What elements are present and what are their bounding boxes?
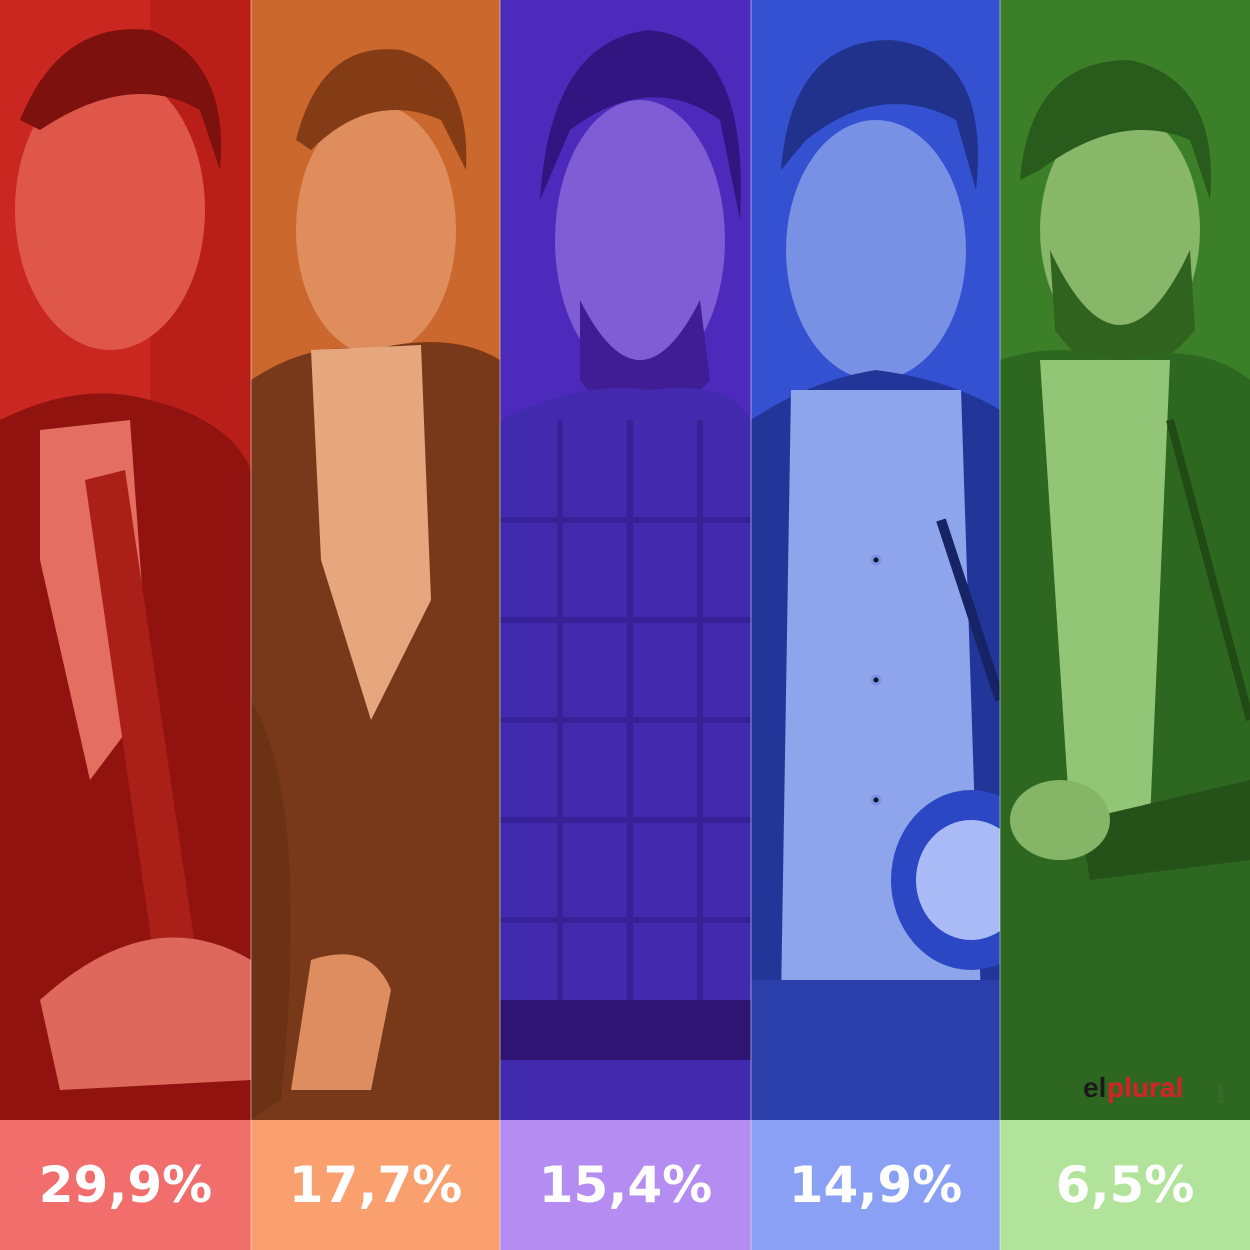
percentage-label-3: 15,4%	[538, 1156, 713, 1214]
percentage-bar-1: 29,9%	[0, 1120, 251, 1250]
column-divider	[250, 0, 252, 1250]
percentage-bar-5: 6,5%	[1000, 1120, 1250, 1250]
candidate-photo-4	[751, 0, 1000, 1120]
candidate-column-2: 17,7%	[251, 0, 500, 1250]
percentage-bar-3: 15,4%	[500, 1120, 751, 1250]
candidate-photo-3	[500, 0, 751, 1120]
candidate-column-3: 15,4%	[500, 0, 751, 1250]
percentage-bar-4: 14,9%	[751, 1120, 1000, 1250]
column-divider	[499, 0, 501, 1250]
percentage-bar-2: 17,7%	[251, 1120, 500, 1250]
svg-text:el: el	[1083, 1072, 1106, 1103]
candidate-column-5: 6,5%	[1000, 0, 1250, 1250]
elplural-logo: el plural 1.com	[1083, 1072, 1225, 1103]
candidate-column-4: 14,9%	[751, 0, 1000, 1250]
candidate-photo-2	[251, 0, 500, 1120]
candidate-column-1: 29,9%	[0, 0, 251, 1250]
svg-text:plural: plural	[1107, 1072, 1183, 1103]
svg-text:1.com: 1.com	[1218, 1084, 1225, 1103]
column-divider	[999, 0, 1001, 1250]
percentage-label-4: 14,9%	[788, 1156, 963, 1214]
column-divider	[750, 0, 752, 1250]
candidate-photo-1	[0, 0, 251, 1120]
percentage-label-2: 17,7%	[288, 1156, 463, 1214]
candidate-photo-5	[1000, 0, 1250, 1120]
percentage-label-1: 29,9%	[38, 1156, 213, 1214]
percentage-label-5: 6,5%	[1055, 1156, 1195, 1214]
